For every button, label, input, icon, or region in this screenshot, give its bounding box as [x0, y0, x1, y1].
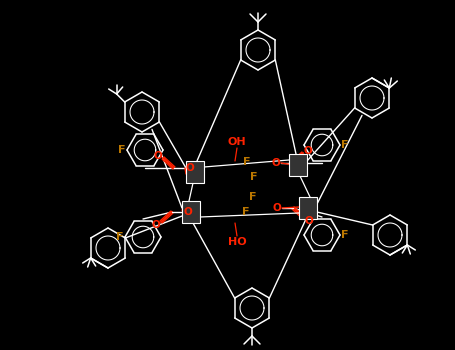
Text: O: O: [303, 146, 313, 156]
Bar: [299, 197, 317, 219]
Text: F: F: [242, 207, 250, 217]
Text: O: O: [154, 151, 162, 161]
Text: O: O: [272, 158, 280, 168]
Text: O: O: [184, 207, 192, 217]
Text: F: F: [341, 140, 349, 150]
Text: HO: HO: [228, 237, 246, 247]
Text: F: F: [118, 145, 126, 155]
Bar: [182, 201, 200, 223]
Text: O: O: [186, 163, 194, 173]
Text: F: F: [243, 157, 251, 167]
Bar: [186, 161, 204, 183]
Text: O: O: [152, 220, 160, 230]
Text: OH: OH: [228, 137, 246, 147]
Text: F: F: [249, 192, 257, 202]
Text: F: F: [250, 172, 258, 182]
Text: O: O: [305, 216, 313, 226]
Text: F: F: [116, 232, 124, 242]
Text: F: F: [341, 230, 349, 240]
Bar: [289, 154, 307, 176]
Text: O: O: [273, 203, 281, 213]
